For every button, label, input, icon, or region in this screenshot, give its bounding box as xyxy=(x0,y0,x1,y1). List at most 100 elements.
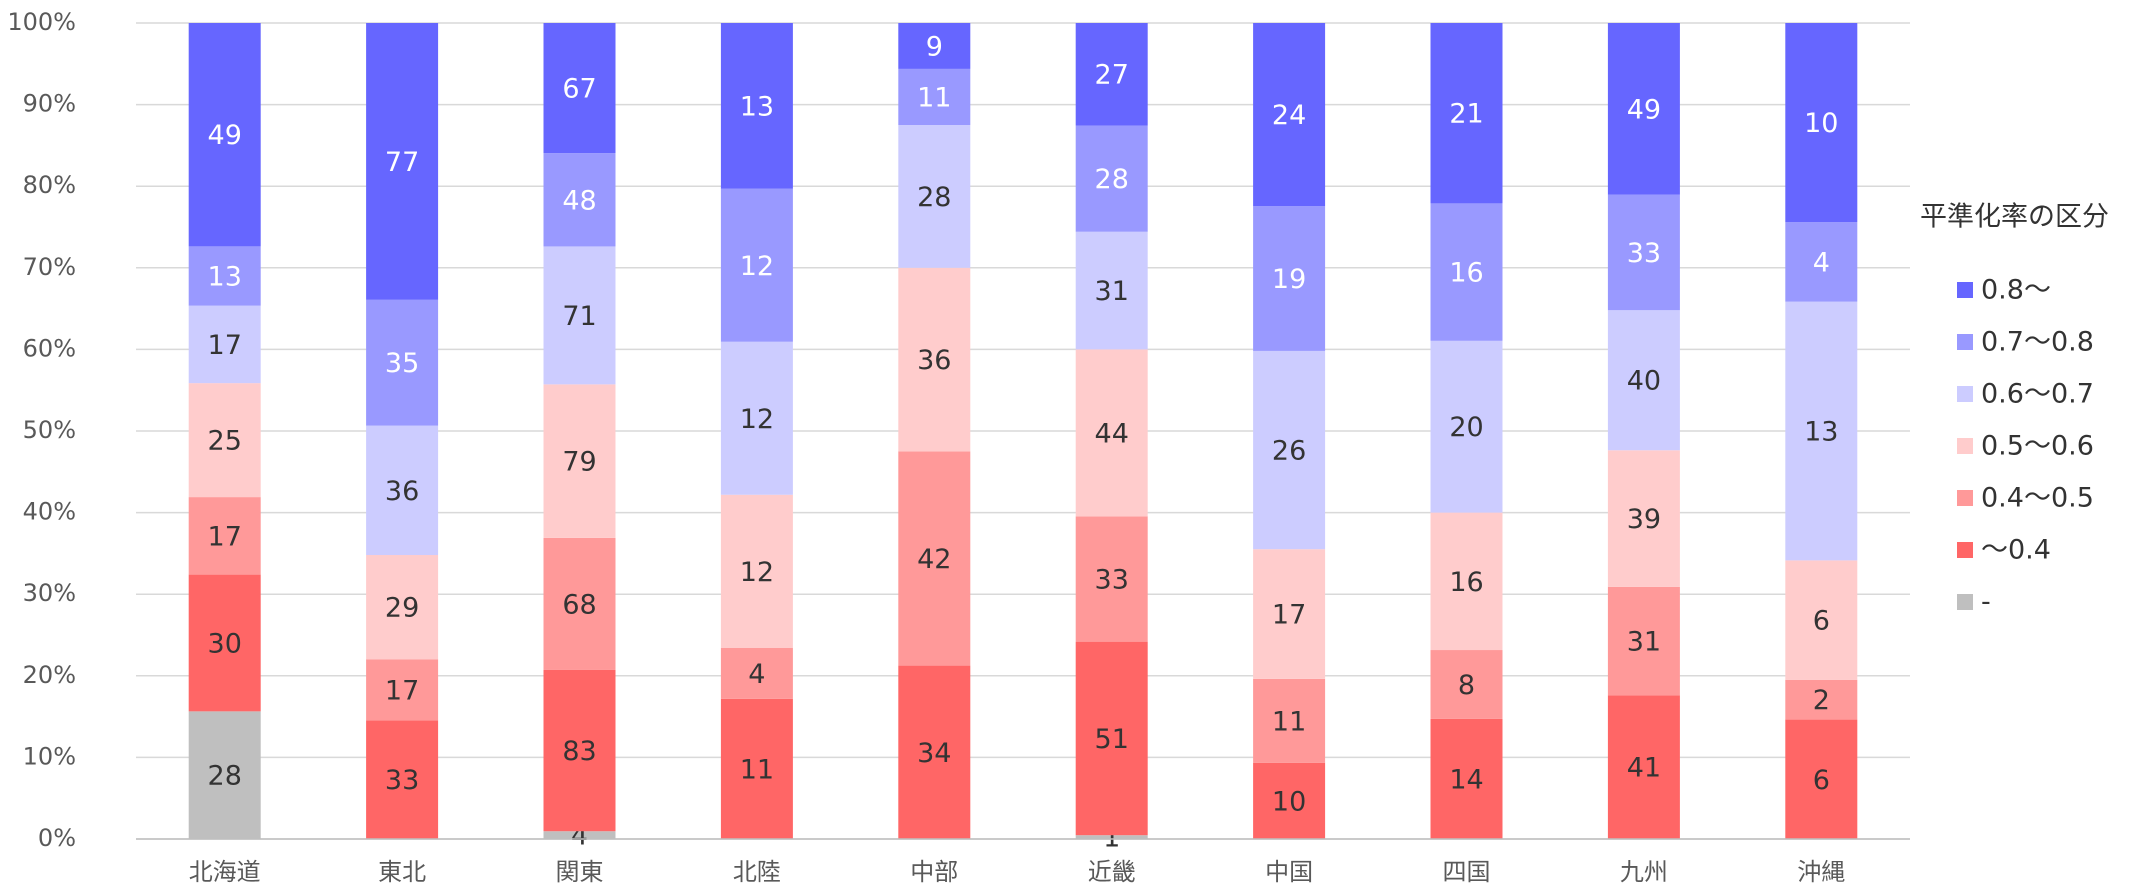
bar-segment xyxy=(720,494,793,648)
data-label: 13 xyxy=(1804,417,1838,448)
data-label: 12 xyxy=(740,404,774,435)
bar-segment xyxy=(1785,23,1858,223)
bar-segment xyxy=(1607,194,1680,311)
bar-segment xyxy=(1785,301,1858,561)
legend-title: 平準化率の区分 xyxy=(1920,202,2109,233)
bar-segment xyxy=(898,267,971,452)
bar-segment xyxy=(188,497,261,575)
legend-marker xyxy=(1957,490,1973,506)
bar-segment xyxy=(720,698,793,839)
bar-segment xyxy=(1075,516,1148,642)
bar-segment xyxy=(1430,340,1503,513)
bar-segment xyxy=(1607,23,1680,195)
legend-label: 0.4〜0.5 xyxy=(1981,483,2094,514)
data-label: 44 xyxy=(1095,418,1129,449)
y-tick-label: 30% xyxy=(23,579,76,607)
legend-marker xyxy=(1957,542,1973,558)
data-label: 17 xyxy=(385,675,419,706)
y-tick-label: 0% xyxy=(38,824,76,852)
bar-segment xyxy=(1253,350,1326,550)
bar-segment xyxy=(366,425,439,556)
data-label: 11 xyxy=(917,82,951,113)
legend-label: 〜0.4 xyxy=(1981,535,2051,566)
data-label: 36 xyxy=(917,345,951,376)
data-label: 39 xyxy=(1627,504,1661,535)
data-label: 79 xyxy=(562,447,596,478)
bar-segment xyxy=(543,246,616,385)
bar-segment xyxy=(1253,678,1326,763)
bar-segment xyxy=(543,537,616,670)
data-label: 16 xyxy=(1449,567,1483,598)
legend-label: 0.6〜0.7 xyxy=(1981,379,2094,410)
bar-segment xyxy=(898,68,971,125)
bar-segment xyxy=(898,451,971,666)
legend-marker xyxy=(1957,594,1973,610)
bar-segment xyxy=(1430,650,1503,719)
bar-segment xyxy=(1253,206,1326,351)
bar-segment xyxy=(366,23,439,300)
legend-label: 0.8〜 xyxy=(1981,275,2051,306)
data-label: 17 xyxy=(1272,600,1306,631)
y-tick-label: 100% xyxy=(7,8,76,36)
bar-segment xyxy=(1430,512,1503,651)
bar-segment xyxy=(1253,762,1326,839)
x-tick-label: 北陸 xyxy=(733,858,781,885)
bar-segment xyxy=(1607,450,1680,587)
data-label: 17 xyxy=(208,521,242,552)
data-label: 16 xyxy=(1449,258,1483,289)
legend-marker xyxy=(1957,386,1973,402)
bar-segment xyxy=(1253,23,1326,207)
data-label: 33 xyxy=(1095,565,1129,596)
data-label: 12 xyxy=(740,557,774,588)
data-label: 4 xyxy=(748,659,765,690)
bar-segment xyxy=(543,831,616,839)
data-label: 11 xyxy=(1272,706,1306,737)
bar-segment xyxy=(543,153,616,247)
data-label: 28 xyxy=(917,182,951,213)
bar-segment xyxy=(720,188,793,342)
bar-segment xyxy=(1430,718,1503,839)
data-label: 8 xyxy=(1458,670,1475,701)
data-label: 67 xyxy=(562,74,596,105)
bar-segment xyxy=(1075,835,1148,839)
data-label: 40 xyxy=(1627,366,1661,397)
bar-segment xyxy=(1607,695,1680,839)
y-tick-label: 40% xyxy=(23,498,76,526)
data-label: 20 xyxy=(1449,412,1483,443)
data-label: 17 xyxy=(208,330,242,361)
data-label: 30 xyxy=(208,628,242,659)
legend-marker xyxy=(1957,334,1973,350)
data-label: 29 xyxy=(385,593,419,624)
bar-segment xyxy=(1607,310,1680,451)
bar-segment xyxy=(366,659,439,721)
data-label: 34 xyxy=(917,738,951,769)
data-label: 68 xyxy=(562,589,596,620)
data-label: 28 xyxy=(1095,164,1129,195)
data-label: 36 xyxy=(385,476,419,507)
legend-marker xyxy=(1957,438,1973,454)
bar-segment xyxy=(188,574,261,712)
data-label: 35 xyxy=(385,348,419,379)
data-label: 11 xyxy=(740,754,774,785)
y-tick-label: 60% xyxy=(23,334,76,362)
bar-segment xyxy=(720,341,793,495)
bar-segment xyxy=(188,305,261,384)
data-label: 10 xyxy=(1272,786,1306,817)
data-label: 51 xyxy=(1095,724,1129,755)
legend-marker xyxy=(1957,282,1973,298)
bar-segment xyxy=(1607,586,1680,696)
y-tick-label: 20% xyxy=(23,661,76,689)
data-label: 49 xyxy=(208,120,242,151)
bar-segment xyxy=(1075,125,1148,232)
x-tick-label: 沖縄 xyxy=(1797,858,1845,885)
bar-segment xyxy=(188,711,261,839)
y-tick-label: 70% xyxy=(23,253,76,281)
data-label: 25 xyxy=(208,426,242,457)
data-label: 33 xyxy=(1627,238,1661,269)
data-label: 14 xyxy=(1449,764,1483,795)
x-tick-label: 四国 xyxy=(1443,858,1491,885)
bar-segment xyxy=(1075,349,1148,517)
data-label: 31 xyxy=(1627,627,1661,658)
bar-segment xyxy=(720,23,793,189)
data-label: 49 xyxy=(1627,94,1661,125)
